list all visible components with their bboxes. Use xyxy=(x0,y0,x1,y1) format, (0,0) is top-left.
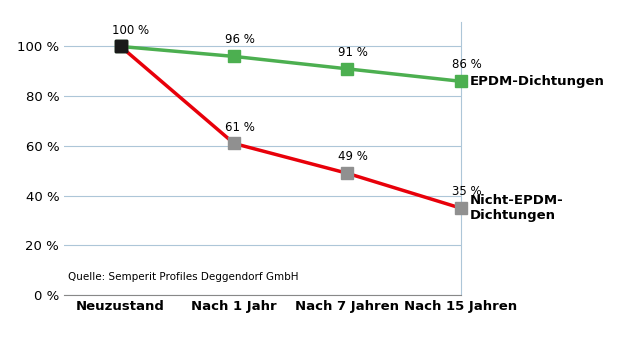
Text: 49 %: 49 % xyxy=(339,150,368,163)
Text: Nicht-EPDM-
Dichtungen: Nicht-EPDM- Dichtungen xyxy=(470,194,564,222)
Text: 86 %: 86 % xyxy=(452,58,481,71)
Text: 91 %: 91 % xyxy=(339,46,368,59)
Text: 96 %: 96 % xyxy=(225,33,255,46)
Text: Quelle: Semperit Profiles Deggendorf GmbH: Quelle: Semperit Profiles Deggendorf Gmb… xyxy=(68,271,298,282)
Text: 100 %: 100 % xyxy=(111,23,148,36)
Text: 35 %: 35 % xyxy=(452,185,481,198)
Text: 61 %: 61 % xyxy=(225,121,255,134)
Text: EPDM-Dichtungen: EPDM-Dichtungen xyxy=(470,75,605,88)
